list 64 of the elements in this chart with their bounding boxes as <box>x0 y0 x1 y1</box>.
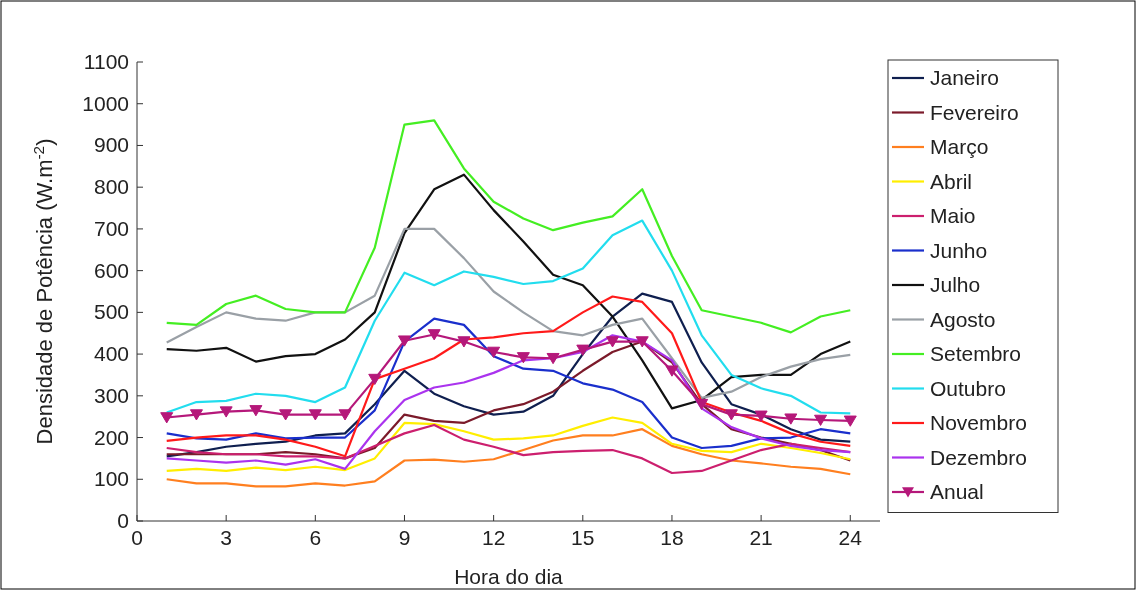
legend-label: Novembro <box>930 411 1027 434</box>
point <box>279 409 293 421</box>
point <box>606 336 620 348</box>
legend-label: Abril <box>930 169 973 193</box>
legend-label: Outubro <box>930 376 1006 400</box>
legend-label: Setembro <box>930 342 1022 365</box>
x-tick-label: 3 <box>220 526 232 549</box>
point <box>546 352 560 365</box>
point <box>665 365 679 377</box>
point <box>516 352 530 364</box>
x-axis-title: Hora do dia <box>454 565 564 588</box>
point <box>487 346 501 358</box>
y-tick-label: 600 <box>93 258 129 282</box>
point <box>427 329 441 341</box>
point <box>695 398 709 411</box>
point <box>160 412 174 424</box>
line-series <box>165 119 852 334</box>
point <box>635 336 649 348</box>
point <box>843 415 857 427</box>
point <box>189 409 203 421</box>
legend-label: Anual <box>930 480 984 503</box>
line-series <box>165 428 852 488</box>
line-series <box>165 317 852 450</box>
point <box>219 406 233 418</box>
legend-label: Agosto <box>930 307 996 331</box>
x-tick-label: 6 <box>309 526 322 549</box>
point <box>338 409 352 421</box>
legend-label: Junho <box>930 238 988 262</box>
y-tick-label: 700 <box>93 216 129 240</box>
point <box>308 409 322 421</box>
legend-label: Março <box>930 135 989 158</box>
x-tick-label: 18 <box>660 526 684 549</box>
x-tick-label: 15 <box>571 526 595 549</box>
y-tick-label: 500 <box>93 300 129 324</box>
point <box>576 344 590 356</box>
line-series <box>165 173 852 410</box>
y-tick-label: 1100 <box>83 50 129 73</box>
legend-label: Janeiro <box>930 66 999 89</box>
point <box>368 373 382 386</box>
line-series <box>165 416 852 473</box>
x-tick-label: 9 <box>398 526 411 549</box>
point <box>724 409 738 421</box>
y-tick-label: 400 <box>93 342 129 366</box>
x-tick-label: 0 <box>131 526 143 549</box>
y-tick-label: 0 <box>117 509 129 532</box>
y-tick-label: 300 <box>93 383 129 407</box>
y-tick-label: 900 <box>93 133 129 157</box>
y-tick-label: 100 <box>93 467 129 491</box>
point <box>754 410 768 422</box>
x-tick-label: 24 <box>838 526 863 549</box>
y-tick-label: 200 <box>93 425 129 449</box>
legend-label: Maio <box>930 204 976 227</box>
point <box>784 413 798 425</box>
legend-label: Fevereiro <box>930 100 1019 124</box>
y-tick-label: 1000 <box>82 91 129 115</box>
y-tick-label: 800 <box>93 175 129 199</box>
point <box>249 405 263 417</box>
x-tick-label: 12 <box>481 526 506 549</box>
point <box>457 336 471 348</box>
point <box>814 414 828 426</box>
legend-label: Julho <box>930 273 981 296</box>
point <box>397 335 411 347</box>
x-tick-label: 21 <box>749 526 773 549</box>
legend-label: Dezembro <box>930 445 1027 469</box>
